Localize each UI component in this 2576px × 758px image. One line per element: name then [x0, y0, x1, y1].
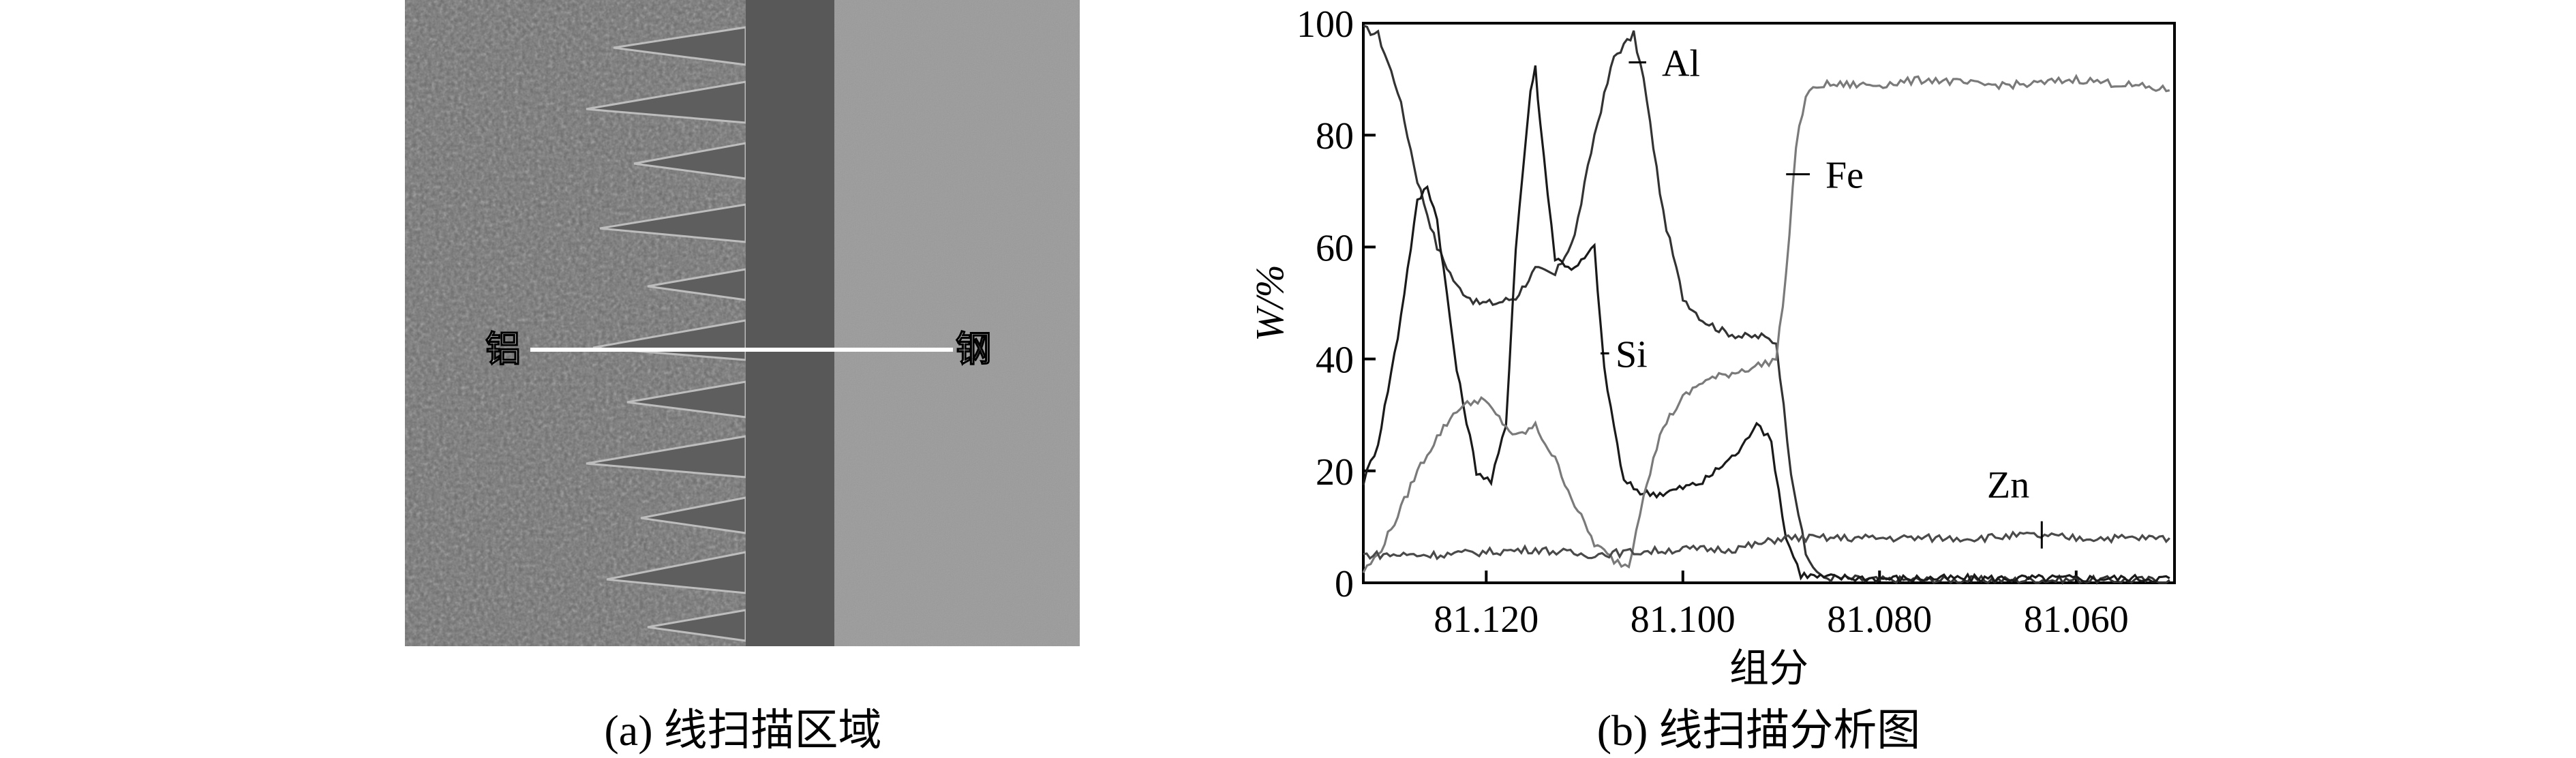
x-tick-label: 81.080: [1827, 598, 1932, 641]
series-label-fe: Fe: [1825, 155, 1864, 197]
y-tick-label: 80: [1316, 115, 1354, 157]
series-label-zn: Zn: [1987, 464, 2029, 506]
series-label-si: Si: [1616, 333, 1648, 376]
label-steel: 钢: [956, 329, 991, 370]
reaction-layer: [746, 0, 834, 646]
x-tick-label: 81.100: [1631, 598, 1736, 641]
caption-panel-b: (b) 线扫描分析图: [1596, 706, 1921, 755]
caption-panel-a: (a) 线扫描区域: [604, 706, 882, 755]
series-labels: Al Si Fe Zn: [1601, 42, 2043, 549]
x-axis-label: 组分: [1729, 645, 1808, 691]
series-line-fe: [1362, 74, 2170, 573]
x-tick-label: 81.060: [2024, 598, 2129, 641]
y-tick-label: 20: [1316, 451, 1354, 494]
chart-axes: [1362, 22, 2176, 584]
x-axis-ticks: 81.120 81.100 81.080 81.060: [1434, 571, 2129, 641]
y-axis-label: W/%: [1247, 264, 1292, 342]
label-aluminum: 铝: [485, 329, 521, 370]
y-tick-label: 100: [1297, 3, 1354, 46]
series-line-si: [1362, 65, 2170, 584]
y-tick-label: 60: [1316, 227, 1354, 269]
y-tick-label: 0: [1335, 563, 1354, 605]
series-lines: [1362, 25, 2170, 585]
series-label-al: Al: [1662, 42, 1700, 85]
series-line-al: [1363, 25, 2170, 585]
series-line-zn: [1363, 530, 2170, 561]
y-tick-label: 40: [1316, 339, 1354, 382]
plot-frame: [1362, 22, 2176, 584]
y-axis-ticks: 0 20 40 60 80 100: [1297, 3, 1376, 605]
x-tick-label: 81.120: [1434, 598, 1539, 641]
